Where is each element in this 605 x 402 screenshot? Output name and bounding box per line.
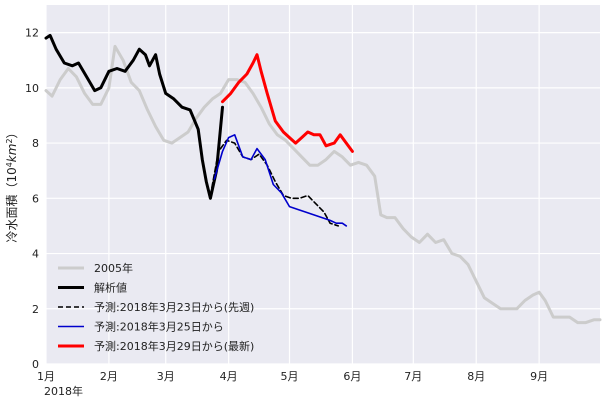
y-tick-label: 8 (32, 137, 39, 150)
grid (45, 5, 600, 365)
y-axis-label-exponent: 4 (5, 162, 14, 167)
y-axis-label-unit: km (5, 144, 19, 163)
series-line-2 (44, 33, 224, 200)
legend-label-4: 予測:2018年3月25日から (94, 320, 224, 334)
x-tick-label: 7月 (404, 370, 422, 383)
y-tick-label: 12 (25, 27, 39, 40)
x-tick-label: 2月 (100, 370, 118, 383)
y-axis-label: 冷水面積（104km2） (4, 126, 19, 242)
y-tick-label: 10 (25, 82, 39, 95)
series-lines (44, 33, 602, 325)
legend-label-5: 予測:2018年3月29日から(最新) (94, 339, 254, 353)
series-line-1 (44, 44, 602, 325)
series-line-3 (209, 139, 339, 227)
y-tick-label: 4 (32, 248, 39, 261)
plot-background (46, 5, 600, 364)
legend-label-1: 2005年 (94, 261, 133, 275)
y-tick-label: 6 (32, 192, 39, 205)
legend-label-3: 予測:2018年3月23日から(先週) (94, 300, 254, 314)
year-label: 2018年 (44, 384, 83, 398)
x-tick-label: 1月 (37, 370, 55, 383)
x-tick-label: 8月 (467, 370, 485, 383)
y-tick-label: 0 (32, 358, 39, 371)
x-tick-label: 4月 (220, 370, 238, 383)
x-tick-label: 3月 (157, 370, 175, 383)
y-axis-label-suffix: ） (5, 126, 19, 138)
series-line-5 (221, 53, 354, 153)
x-tick-label: 5月 (281, 370, 299, 383)
x-tick-label: 9月 (530, 370, 548, 383)
y-axis-label-prefix: 冷水面積（10 (4, 167, 19, 242)
y-tick-label: 2 (32, 303, 39, 316)
x-tick-label: 6月 (343, 370, 361, 383)
y-axis-label-unit-exponent: 2 (5, 138, 14, 143)
tick-labels: 0 2 4 6 8 10 12 1月 2月 3月 4月 5月 6月 7月 8月 9月 (25, 27, 548, 383)
legend-label-2: 解析値 (94, 281, 127, 295)
series-line-4 (213, 134, 348, 227)
